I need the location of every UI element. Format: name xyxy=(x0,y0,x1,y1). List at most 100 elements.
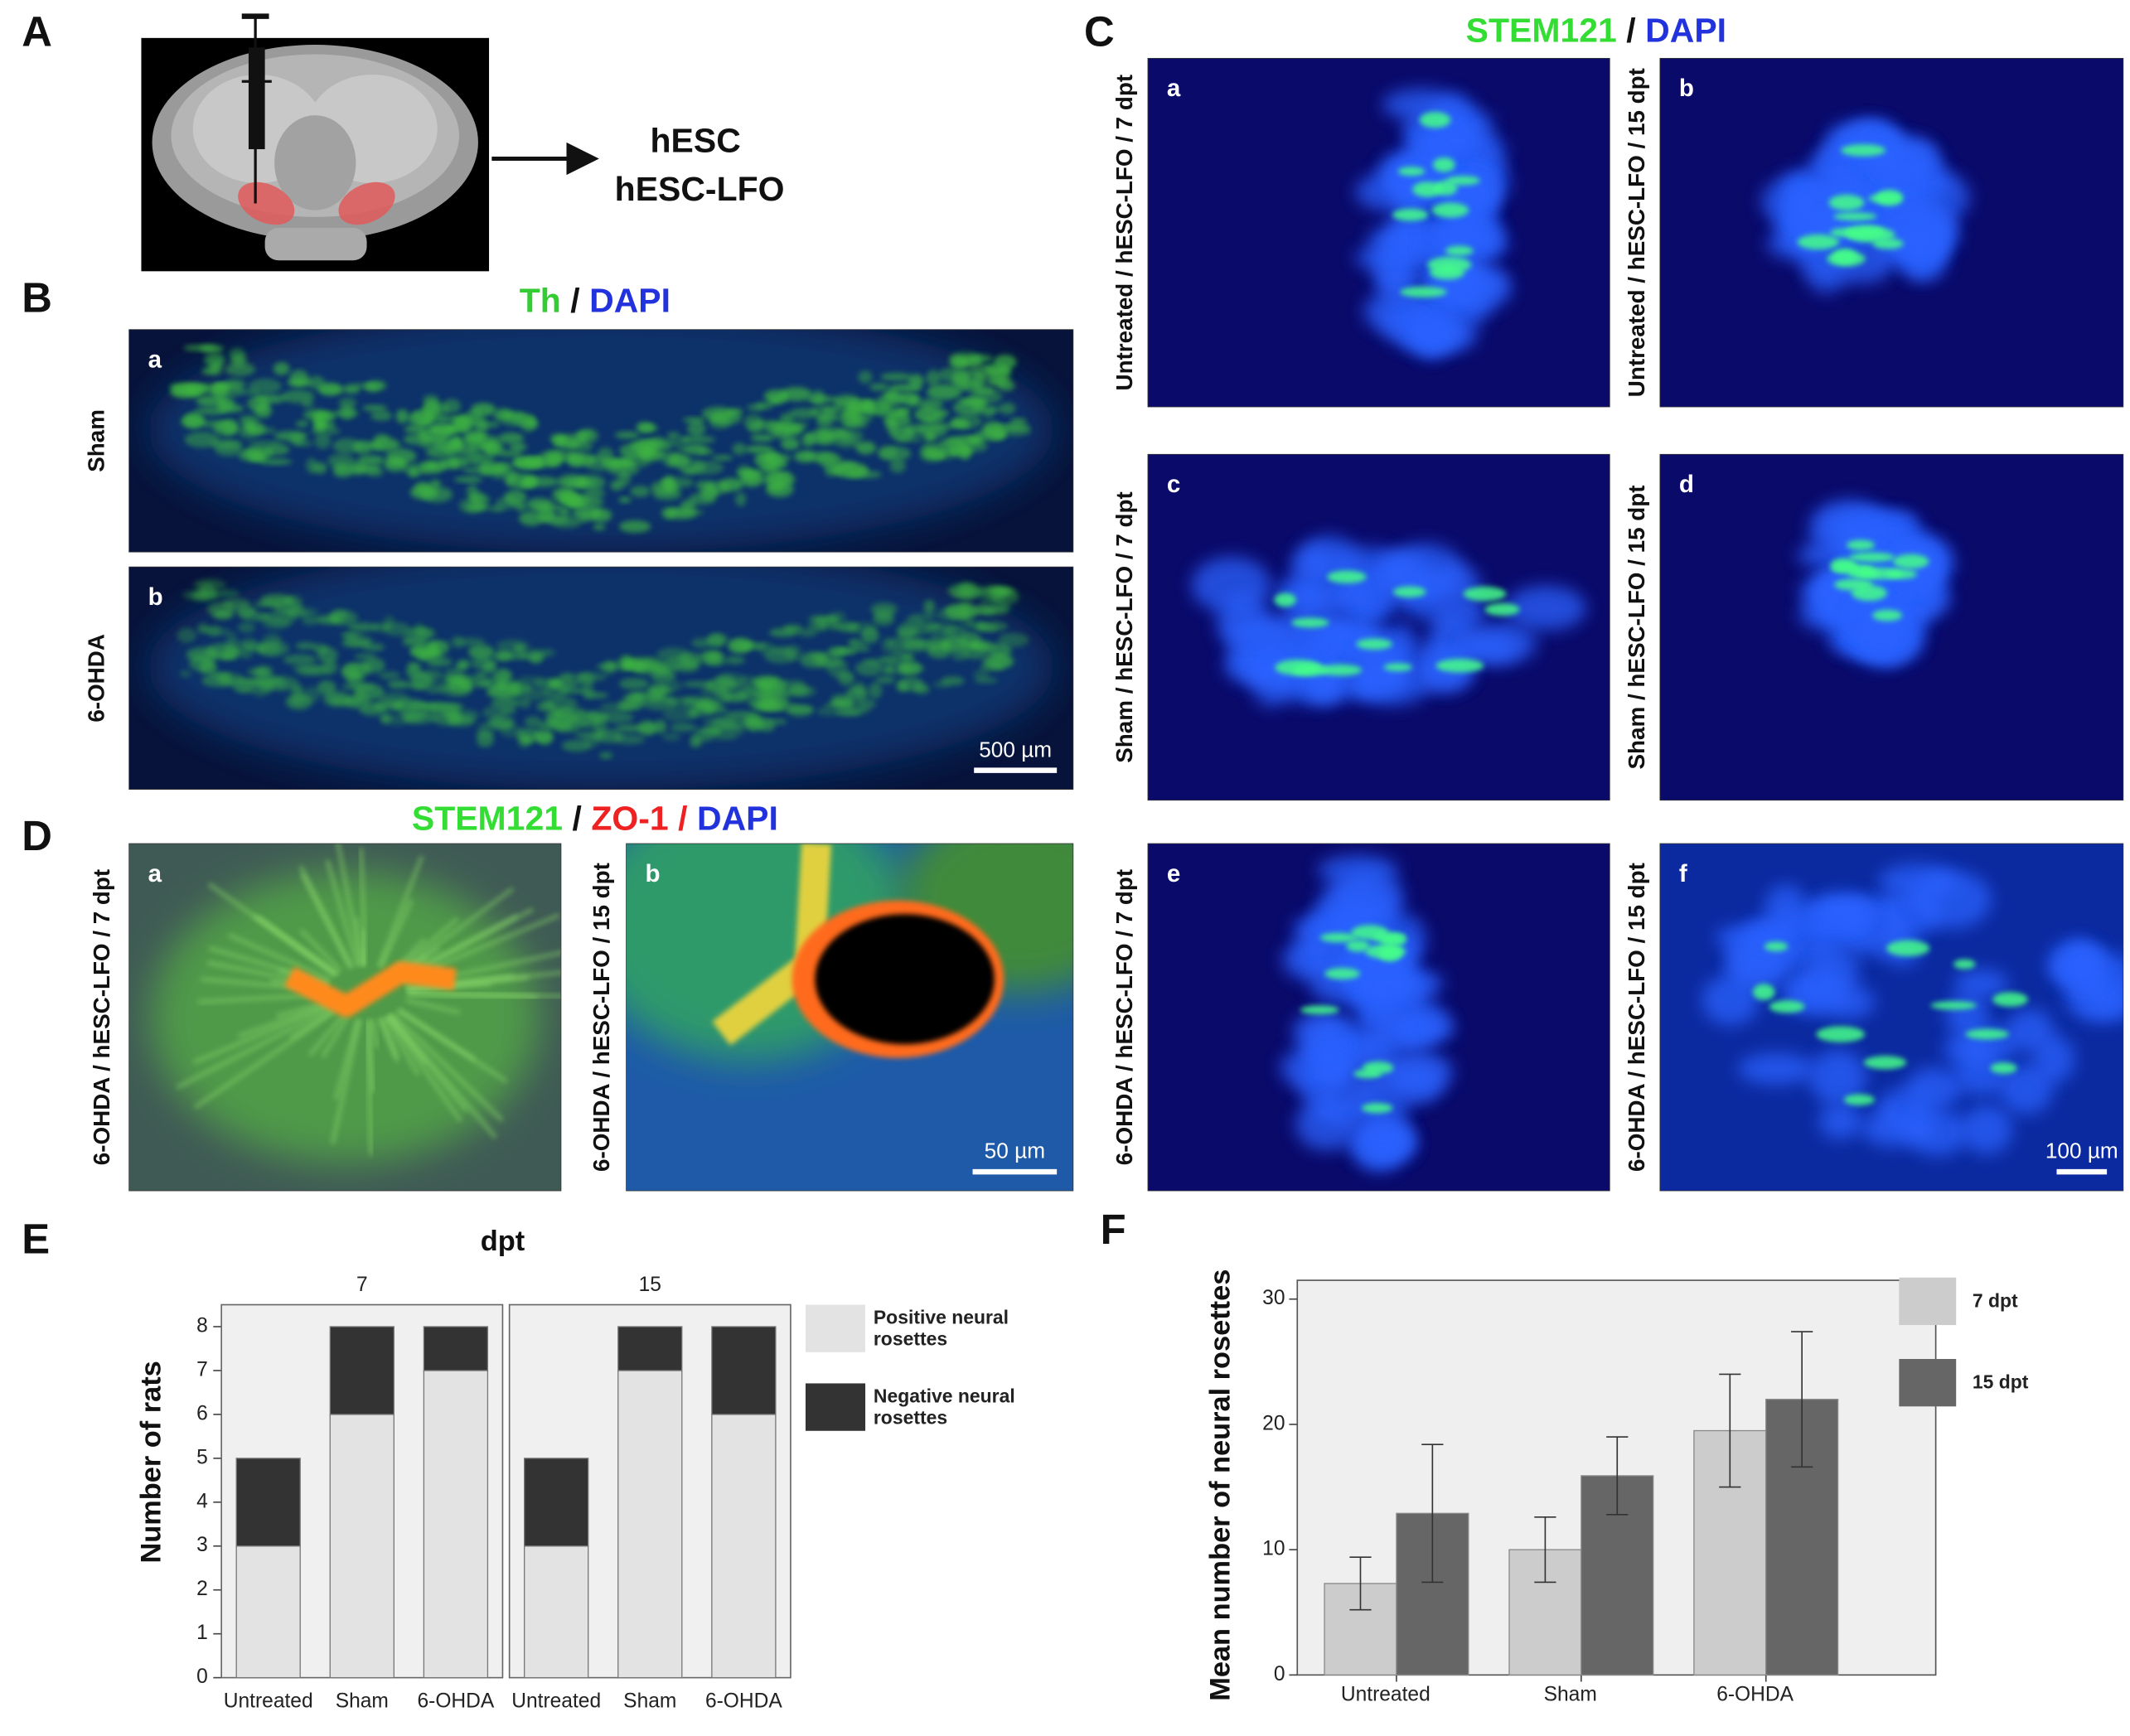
fiber xyxy=(951,370,972,386)
rosette xyxy=(1445,245,1474,256)
fiber xyxy=(763,648,797,664)
fiber xyxy=(747,404,765,412)
title-part: Th xyxy=(520,281,561,319)
fiber xyxy=(475,728,496,737)
fiber xyxy=(926,452,947,458)
rosette xyxy=(1419,112,1451,128)
micrograph xyxy=(1147,58,1610,408)
fiber xyxy=(781,438,800,451)
fiber xyxy=(501,707,516,715)
fiber xyxy=(306,457,317,474)
rosette xyxy=(1412,181,1443,197)
fiber xyxy=(729,638,755,653)
cell-cluster xyxy=(1726,927,1794,983)
fiber xyxy=(215,404,244,413)
fiber xyxy=(838,671,854,686)
fiber xyxy=(372,700,405,711)
fiber xyxy=(470,403,496,417)
image-letter: d xyxy=(1679,471,1694,498)
fiber xyxy=(204,353,225,367)
fiber xyxy=(362,404,388,412)
fiber xyxy=(179,670,191,678)
fiber xyxy=(206,626,230,636)
fiber xyxy=(256,640,290,657)
ray xyxy=(330,1018,362,1145)
fiber xyxy=(662,733,681,742)
cell-cluster xyxy=(2006,1008,2054,1052)
fiber xyxy=(834,438,862,448)
cell-cluster xyxy=(1437,220,1503,249)
legend-label: 7 dpt xyxy=(1973,1289,2018,1311)
image-label: 6-OHDA xyxy=(83,634,109,723)
rosette xyxy=(1383,663,1413,672)
fiber xyxy=(642,696,678,711)
fiber xyxy=(395,409,409,423)
fiber xyxy=(399,710,428,718)
fiber xyxy=(773,394,787,404)
y-tick-label: 10 xyxy=(1262,1538,1285,1560)
fiber xyxy=(880,372,912,381)
panel-letter: F xyxy=(1101,1206,1126,1253)
chart-title: dpt xyxy=(481,1226,525,1257)
fiber xyxy=(601,711,634,724)
x-tick-label: 6-OHDA xyxy=(1716,1683,1794,1705)
bar-segment xyxy=(423,1326,489,1371)
legend-label: 15 dpt xyxy=(1973,1371,2029,1393)
fiber xyxy=(495,496,520,510)
x-tick-label: Sham xyxy=(623,1690,676,1713)
image-letter: a xyxy=(1167,75,1181,102)
bar-segment xyxy=(711,1326,777,1415)
rosette xyxy=(1886,569,1917,579)
fiber xyxy=(829,612,846,623)
ray xyxy=(386,1014,428,1066)
panel-letter: A xyxy=(22,8,52,56)
fiber xyxy=(354,440,371,456)
ray xyxy=(192,1003,332,1065)
fiber xyxy=(429,422,456,435)
cell-cluster xyxy=(1872,138,1939,184)
fiber xyxy=(691,638,712,649)
fiber xyxy=(247,667,269,677)
fiber xyxy=(974,677,998,684)
fiber xyxy=(295,641,317,650)
cell-cluster xyxy=(1953,969,2009,999)
fiber xyxy=(692,460,724,475)
fiber xyxy=(510,442,527,452)
fiber xyxy=(835,394,859,407)
micrograph xyxy=(1659,58,2123,408)
fiber xyxy=(681,702,717,710)
ray xyxy=(366,1019,375,1093)
micrograph xyxy=(1659,844,2123,1192)
title-part: STEM121 xyxy=(1466,12,1617,50)
legend-line-wrap: rosettes xyxy=(874,1328,947,1350)
fiber xyxy=(953,357,983,367)
rosette xyxy=(1324,968,1361,979)
cell-cluster xyxy=(1910,870,1992,929)
fiber xyxy=(756,682,770,690)
rosette xyxy=(1353,1069,1382,1079)
rosette xyxy=(1797,234,1840,250)
fiber xyxy=(497,450,509,457)
rosette xyxy=(1833,578,1874,591)
lumen xyxy=(815,914,995,1045)
fiber xyxy=(547,715,576,729)
fiber xyxy=(788,408,819,419)
panel-title: STEM121/ DAPI xyxy=(1466,12,1726,50)
ray xyxy=(407,991,538,999)
rosette xyxy=(1327,570,1367,584)
rosette xyxy=(1769,1000,1805,1013)
fiber xyxy=(630,486,651,497)
ray xyxy=(288,1007,336,1040)
fiber xyxy=(362,657,385,674)
rosette xyxy=(1319,664,1363,676)
fiber xyxy=(614,431,640,439)
fiber xyxy=(225,362,256,377)
fiber xyxy=(618,520,651,533)
y-axis-label: Mean number of neural rosettes xyxy=(1204,1269,1236,1701)
frame xyxy=(1659,843,2124,1192)
fiber xyxy=(886,418,898,433)
fiber xyxy=(997,632,1029,647)
fiber xyxy=(319,384,346,394)
cell-cluster xyxy=(1876,201,1953,251)
fiber xyxy=(364,383,380,393)
